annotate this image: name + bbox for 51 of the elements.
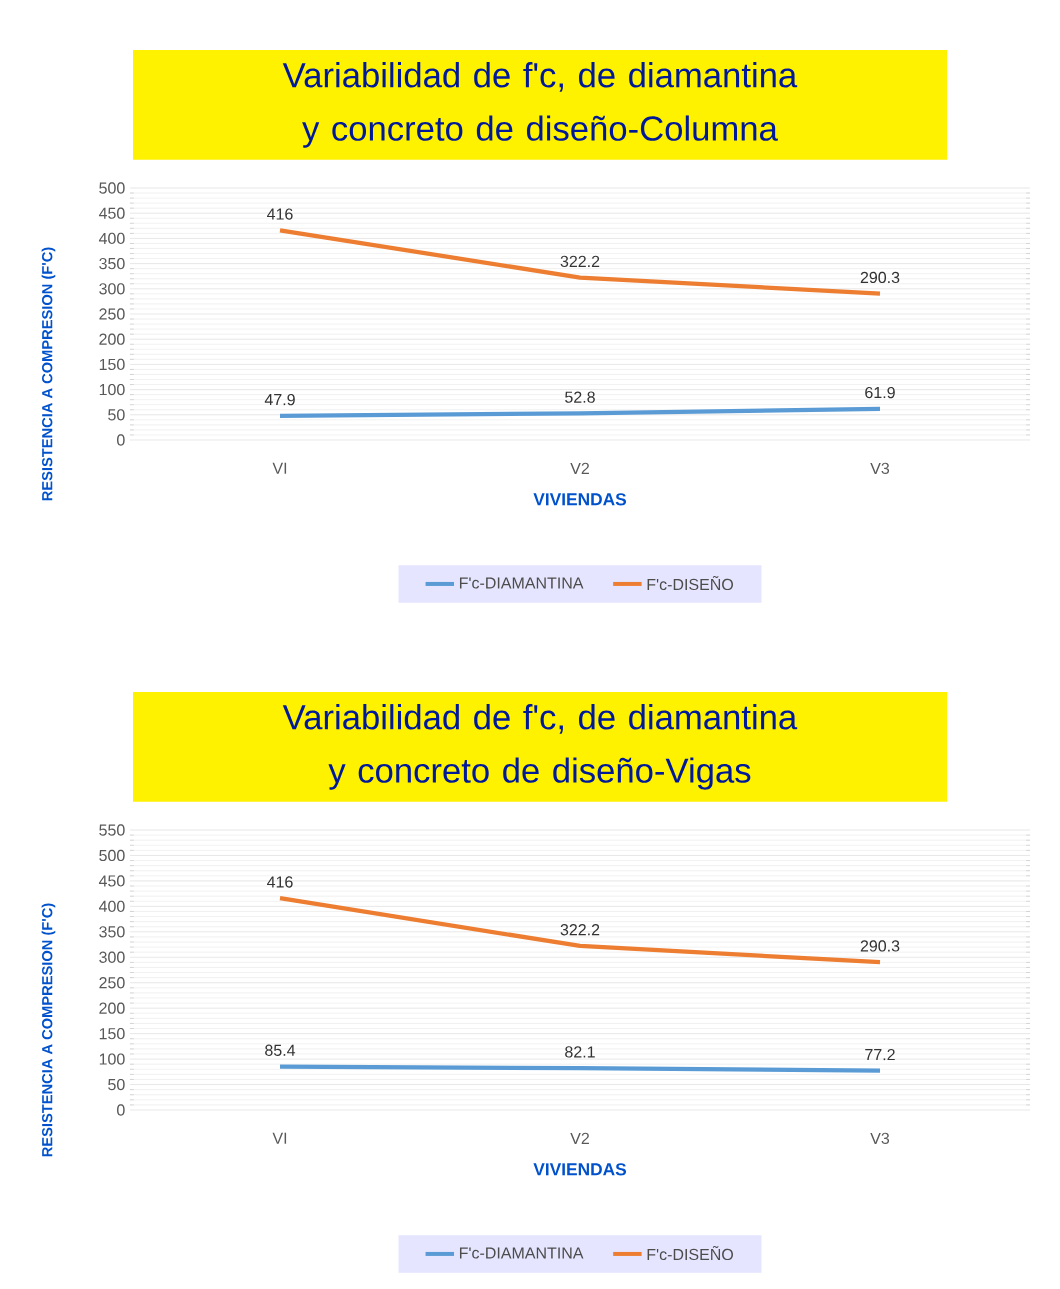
legend-label: F'c-DIAMANTINA (459, 577, 584, 589)
data-label: 85.4 (265, 1044, 296, 1056)
y-tick-label: 450 (98, 875, 125, 887)
chart-title: Variabilidad de f'c, de diamantina y concreto de diseño-Columna (282, 62, 798, 148)
x-tick-label: V3 (870, 462, 890, 475)
y-tick-label: 250 (99, 308, 125, 320)
data-label: 322.2 (560, 924, 600, 936)
data-label: 47.9 (264, 393, 295, 406)
legend-label: F'c-DIAMANTINA (459, 1247, 584, 1259)
legend-label: F'c-DISEÑO (647, 575, 733, 591)
y-tick-label: 500 (99, 182, 125, 194)
y-tick-label: 150 (99, 1027, 125, 1040)
x-axis-title: VIVIENDAS (533, 493, 627, 506)
legend-label: F'c-DISEÑO (647, 1245, 733, 1261)
y-tick-label: 0 (117, 1104, 125, 1116)
y-tick-label: 100 (99, 1053, 125, 1065)
y-tick-label: 350 (99, 257, 125, 270)
y-tick-label: 200 (99, 333, 125, 345)
y-axis-title: RESISTENCIA A COMPRESION (F'C) (41, 903, 56, 1157)
y-tick-label: 400 (98, 900, 125, 913)
y-tick-label: 550 (99, 824, 125, 836)
data-label: 61.9 (865, 386, 895, 399)
x-tick-label: V2 (570, 462, 589, 474)
y-tick-label: 400 (98, 232, 125, 245)
y-tick-label: 300 (99, 283, 125, 295)
data-label: 290.3 (860, 940, 900, 952)
x-axis-title: VIVIENDAS (533, 1163, 627, 1176)
data-label: 77.2 (865, 1048, 895, 1061)
y-tick-label: 100 (99, 383, 125, 396)
data-label: 322.2 (560, 255, 600, 268)
y-tick-label: 250 (99, 977, 125, 989)
x-tick-label: VI (272, 1132, 287, 1144)
chart-title: Variabilidad de f'c, de diamantina y concreto de diseño-Vigas (282, 704, 798, 790)
x-tick-label: V3 (870, 1132, 890, 1145)
data-label: 416 (267, 876, 293, 888)
data-label: 82.1 (565, 1046, 595, 1058)
y-tick-label: 450 (98, 207, 125, 219)
y-tick-label: 50 (108, 1078, 125, 1091)
y-tick-label: 350 (99, 926, 125, 938)
data-label: 416 (267, 208, 293, 220)
y-tick-label: 500 (99, 849, 125, 862)
data-label: 52.8 (565, 391, 595, 403)
y-tick-label: 200 (99, 1002, 125, 1014)
y-tick-label: 0 (117, 434, 125, 446)
y-tick-label: 300 (99, 951, 125, 963)
y-tick-label: 150 (99, 358, 125, 371)
y-tick-label: 50 (108, 409, 125, 421)
data-label: 290.3 (860, 271, 900, 284)
y-axis-title: RESISTENCIA A COMPRESION (F'C) (41, 247, 56, 501)
x-tick-label: VI (272, 462, 287, 474)
x-tick-label: V2 (570, 1132, 589, 1144)
